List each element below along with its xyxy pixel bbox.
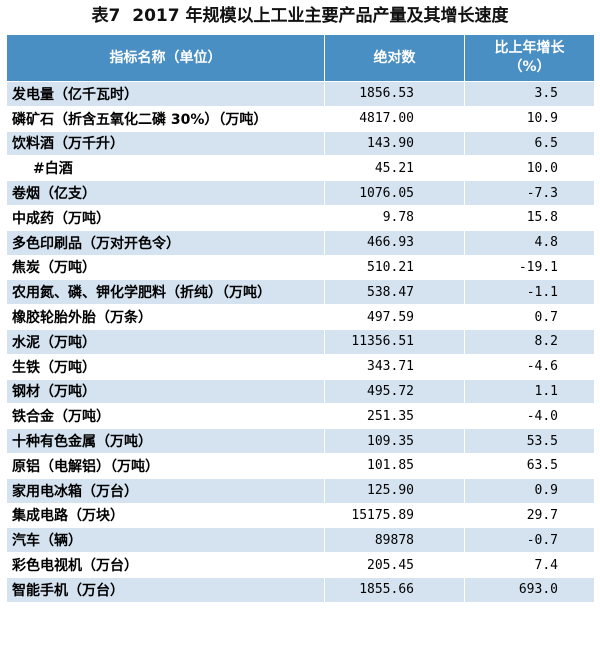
row-growth: -19.1 — [464, 254, 595, 281]
header-value: 绝对数 — [324, 34, 465, 82]
row-value: 495.72 — [324, 378, 465, 405]
row-growth: 10.0 — [464, 155, 595, 182]
table-row: 焦炭（万吨） 510.21 -19.1 — [6, 254, 595, 281]
row-name: 生铁（万吨） — [6, 353, 325, 380]
row-name: 橡胶轮胎外胎（万条） — [6, 304, 325, 330]
table-label: 表7 — [91, 6, 121, 26]
row-value: 143.90 — [324, 130, 465, 157]
row-name: 家用电冰箱（万台） — [6, 477, 325, 504]
row-name: 铁合金（万吨） — [6, 403, 325, 430]
table-row: 集成电路（万块） 15175.89 29.7 — [6, 502, 595, 529]
table-row: 生铁（万吨） 343.71 -4.6 — [6, 353, 595, 380]
table-body: 发电量（亿千瓦时） 1856.53 3.5 磷矿石（折含五氧化二磷 30%）（万吨） 4… — [6, 81, 595, 603]
table-row: 彩色电视机（万台） 205.45 7.4 — [6, 552, 595, 578]
row-growth: 8.2 — [464, 328, 595, 355]
row-name: 汽车（辆） — [6, 527, 325, 554]
row-value: 538.47 — [324, 279, 465, 306]
row-growth: 4.8 — [464, 229, 595, 256]
row-value: 125.90 — [324, 477, 465, 504]
table-row: 橡胶轮胎外胎（万条） 497.59 0.7 — [6, 304, 595, 330]
row-name: 十种有色金属（万吨） — [6, 428, 325, 454]
row-value: 510.21 — [324, 254, 465, 281]
row-name: #白酒 — [6, 155, 325, 182]
row-growth: 693.0 — [464, 576, 595, 603]
row-growth: -1.1 — [464, 279, 595, 306]
row-value: 1856.53 — [324, 81, 465, 107]
row-name: 焦炭（万吨） — [6, 254, 325, 281]
table-title-text: 2017 年规模以上工业主要产品产量及其增长速度 — [132, 6, 509, 26]
table-row: 钢材（万吨） 495.72 1.1 — [6, 378, 595, 405]
table-row: 水泥（万吨） 11356.51 8.2 — [6, 328, 595, 355]
header-name: 指标名称（单位） — [6, 34, 325, 82]
row-growth: -4.0 — [464, 403, 595, 430]
table-row: 多色印刷品（万对开色令） 466.93 4.8 — [6, 229, 595, 256]
row-growth: 63.5 — [464, 452, 595, 479]
table-row: 智能手机（万台） 1855.66 693.0 — [6, 576, 595, 603]
table-row: 农用氮、磷、钾化学肥料（折纯）（万吨） 538.47 -1.1 — [6, 279, 595, 306]
row-growth: 0.9 — [464, 477, 595, 504]
row-value: 4817.00 — [324, 105, 465, 132]
row-value: 109.35 — [324, 428, 465, 454]
table-row: 原铝（电解铝）（万吨） 101.85 63.5 — [6, 452, 595, 479]
row-value: 497.59 — [324, 304, 465, 330]
table-row: 卷烟（亿支） 1076.05 -7.3 — [6, 180, 595, 206]
row-name: 彩色电视机（万台） — [6, 552, 325, 578]
row-value: 205.45 — [324, 552, 465, 578]
production-table: 指标名称（单位） 绝对数 比上年增长 （%） 发电量（亿千瓦时） 1856.53 3… — [6, 34, 595, 603]
table-row: 十种有色金属（万吨） 109.35 53.5 — [6, 428, 595, 454]
row-growth: 1.1 — [464, 378, 595, 405]
row-name: 水泥（万吨） — [6, 328, 325, 355]
row-name: 卷烟（亿支） — [6, 180, 325, 206]
row-growth: -4.6 — [464, 353, 595, 380]
row-growth: 3.5 — [464, 81, 595, 107]
row-value: 343.71 — [324, 353, 465, 380]
table-row: 铁合金（万吨） 251.35 -4.0 — [6, 403, 595, 430]
header-row: 指标名称（单位） 绝对数 比上年增长 （%） — [6, 34, 595, 82]
row-value: 1855.66 — [324, 576, 465, 603]
row-growth: 0.7 — [464, 304, 595, 330]
row-value: 251.35 — [324, 403, 465, 430]
row-name: 智能手机（万台） — [6, 576, 325, 603]
table-row: 汽车（辆） 89878 -0.7 — [6, 527, 595, 554]
header-growth-line2: （%） — [508, 59, 551, 75]
row-growth: 15.8 — [464, 204, 595, 231]
row-name: 饮料酒（万千升） — [6, 130, 325, 157]
row-name: 钢材（万吨） — [6, 378, 325, 405]
row-name: 集成电路（万块） — [6, 502, 325, 529]
row-value: 466.93 — [324, 229, 465, 256]
row-growth: -7.3 — [464, 180, 595, 206]
row-growth: 6.5 — [464, 130, 595, 157]
row-value: 45.21 — [324, 155, 465, 182]
row-name: 中成药（万吨） — [6, 204, 325, 231]
row-name: 多色印刷品（万对开色令） — [6, 229, 325, 256]
table-row: 中成药（万吨） 9.78 15.8 — [6, 204, 595, 231]
row-value: 1076.05 — [324, 180, 465, 206]
header-growth: 比上年增长 （%） — [464, 34, 595, 82]
row-value: 11356.51 — [324, 328, 465, 355]
table-row: 发电量（亿千瓦时） 1856.53 3.5 — [6, 81, 595, 107]
row-value: 101.85 — [324, 452, 465, 479]
row-name: 农用氮、磷、钾化学肥料（折纯）（万吨） — [6, 279, 325, 306]
table-title: 表7 2017 年规模以上工业主要产品产量及其增长速度 — [0, 0, 600, 32]
table-row: 磷矿石（折含五氧化二磷 30%）（万吨） 4817.00 10.9 — [6, 105, 595, 132]
row-growth: 10.9 — [464, 105, 595, 132]
row-growth: 7.4 — [464, 552, 595, 578]
row-growth: 29.7 — [464, 502, 595, 529]
row-name: 发电量（亿千瓦时） — [6, 81, 325, 107]
table-row: #白酒 45.21 10.0 — [6, 155, 595, 182]
header-growth-line1: 比上年增长 — [494, 40, 565, 56]
row-growth: -0.7 — [464, 527, 595, 554]
row-value: 89878 — [324, 527, 465, 554]
row-name: 原铝（电解铝）（万吨） — [6, 452, 325, 479]
row-value: 15175.89 — [324, 502, 465, 529]
row-name: 磷矿石（折含五氧化二磷 30%）（万吨） — [6, 105, 325, 132]
row-value: 9.78 — [324, 204, 465, 231]
table-row: 饮料酒（万千升） 143.90 6.5 — [6, 130, 595, 157]
table-row: 家用电冰箱（万台） 125.90 0.9 — [6, 477, 595, 504]
row-growth: 53.5 — [464, 428, 595, 454]
